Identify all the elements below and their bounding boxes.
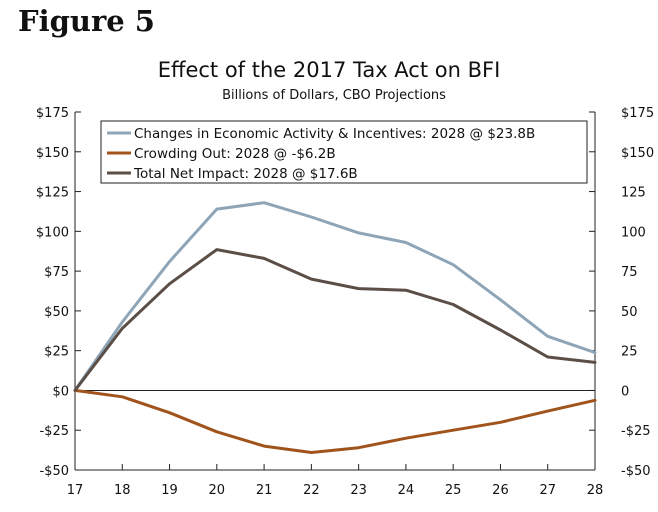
x-tick-label: 19 bbox=[161, 483, 178, 498]
y-tick-label-right: -$25 bbox=[621, 424, 651, 439]
y-tick-label-right: 25 bbox=[621, 345, 638, 360]
y-tick-label-right: $175 bbox=[621, 106, 654, 121]
series-line-3 bbox=[73, 248, 597, 392]
y-tick-label-right: 75 bbox=[621, 265, 638, 280]
x-tick-label: 28 bbox=[587, 483, 604, 498]
x-tick-label: 26 bbox=[492, 483, 509, 498]
y-tick-label-left: $125 bbox=[36, 186, 69, 201]
legend-entry-1: Changes in Economic Activity & Incentive… bbox=[134, 126, 535, 142]
x-tick-label: 24 bbox=[398, 483, 415, 498]
chart-subtitle: Billions of Dollars, CBO Projections bbox=[222, 88, 446, 103]
x-tick-label: 21 bbox=[256, 483, 273, 498]
x-tick-label: 17 bbox=[67, 483, 84, 498]
x-tick-label: 25 bbox=[445, 483, 462, 498]
x-tick-label: 23 bbox=[350, 483, 367, 498]
legend-entry-2: Crowding Out: 2028 @ -$6.2B bbox=[134, 146, 336, 162]
y-tick-label-left: $0 bbox=[52, 384, 69, 399]
y-tick-label-right: -$50 bbox=[621, 464, 651, 479]
y-tick-label-left: $75 bbox=[44, 265, 69, 280]
y-tick-label-left: -$25 bbox=[39, 424, 69, 439]
y-tick-label-right: 50 bbox=[621, 305, 638, 320]
y-tick-label-right: $150 bbox=[621, 146, 654, 161]
legend-box bbox=[100, 120, 588, 184]
chart-axes: -$50 -$50 -$25 -$25 $0 0 $25 25 $50 50 $75 75 $100 10… bbox=[36, 106, 654, 498]
y-tick-label-left: $175 bbox=[36, 106, 69, 121]
legend-entry-3: Total Net Impact: 2028 @ $17.6B bbox=[133, 166, 358, 182]
series-layer bbox=[73, 201, 597, 454]
chart-title: Effect of the 2017 Tax Act on BFI bbox=[157, 58, 501, 82]
series-line-2 bbox=[73, 388, 597, 454]
y-tick-label-left: $25 bbox=[44, 345, 69, 360]
x-tick-label: 22 bbox=[303, 483, 320, 498]
x-tick-label: 27 bbox=[539, 483, 556, 498]
y-tick-label-left: $150 bbox=[36, 146, 69, 161]
figure-label: Figure 5 bbox=[18, 4, 155, 38]
y-tick-label-left: $50 bbox=[44, 305, 69, 320]
y-tick-label-left: -$50 bbox=[39, 464, 69, 479]
y-tick-label-right: 0 bbox=[621, 384, 629, 399]
x-tick-label: 20 bbox=[209, 483, 226, 498]
y-tick-label-right: 125 bbox=[621, 186, 646, 201]
series-line-1 bbox=[73, 201, 597, 392]
y-tick-label-left: $100 bbox=[36, 225, 69, 240]
legend: Changes in Economic Activity & Incentive… bbox=[100, 120, 588, 184]
y-tick-label-right: 100 bbox=[621, 225, 646, 240]
x-tick-label: 18 bbox=[114, 483, 131, 498]
